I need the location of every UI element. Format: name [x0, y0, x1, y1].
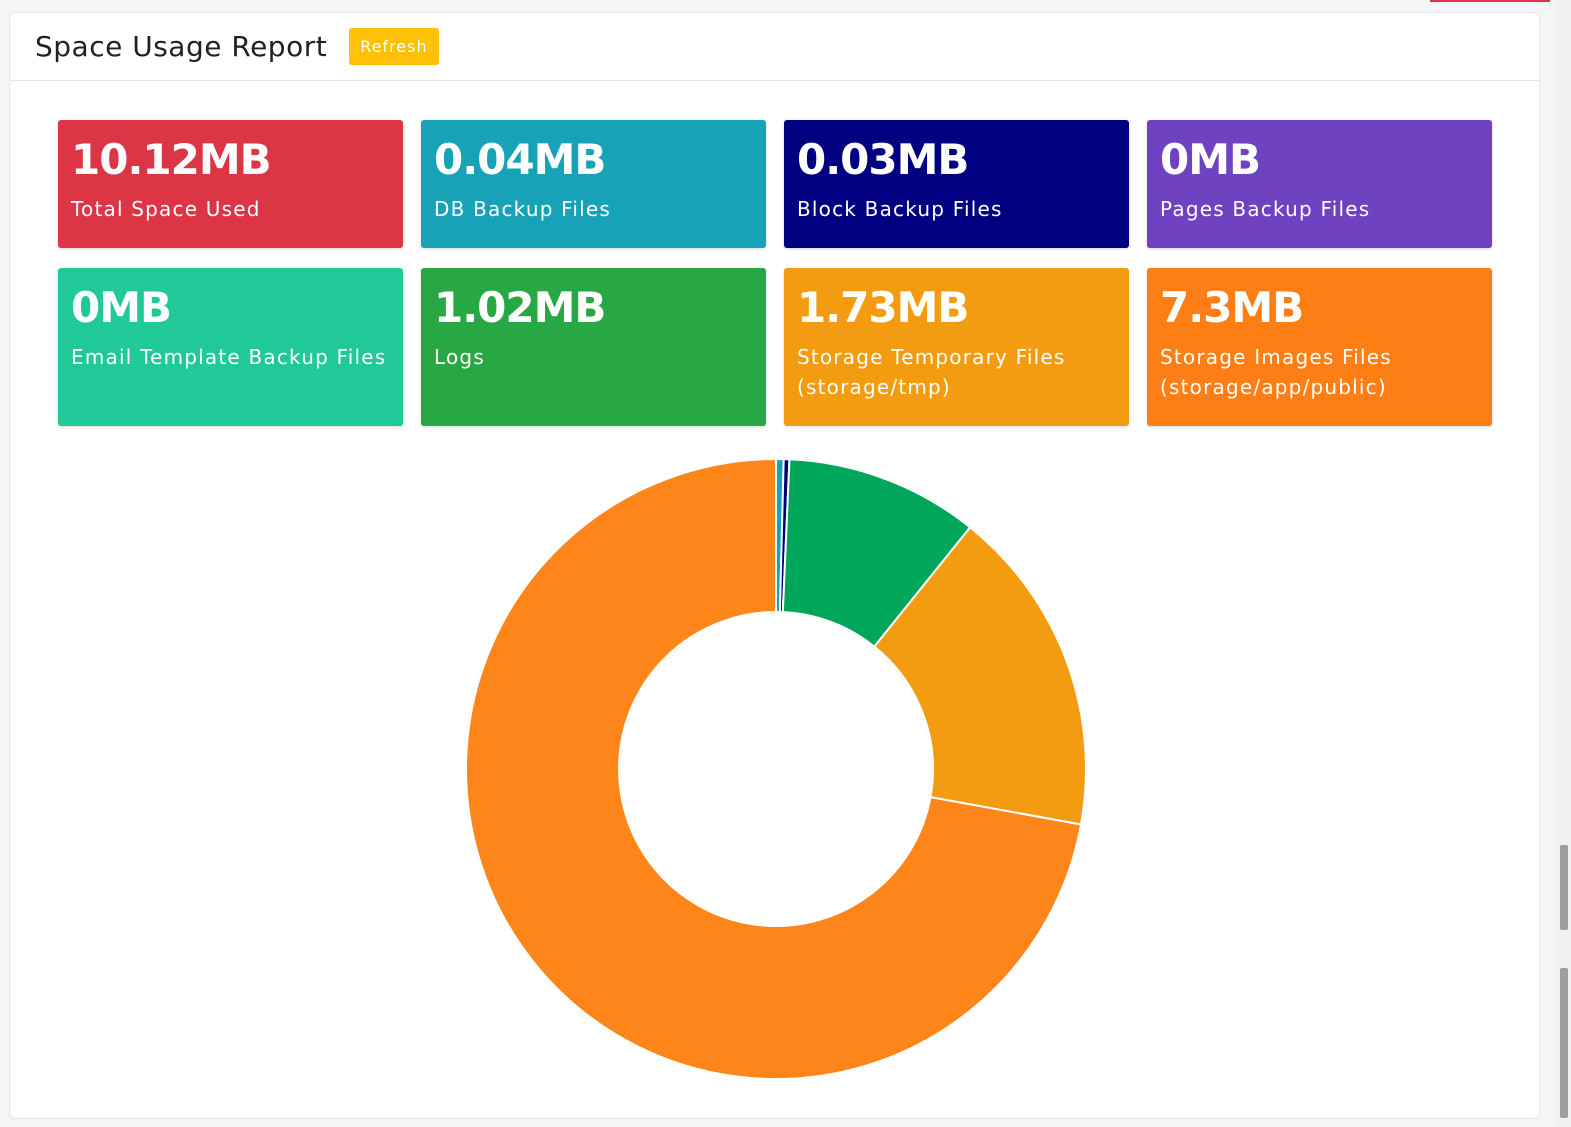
doughnut-slice-storage-temporary-files-storage-tmp[interactable]: [872, 525, 1087, 826]
report-card: Space Usage Report Refresh 10.12MB Total…: [9, 12, 1540, 1119]
tile-storage-tmp: 1.73MB Storage Temporary Files (storage/…: [784, 268, 1129, 426]
tile-storage-images: 7.3MB Storage Images Files (storage/app/…: [1147, 268, 1492, 426]
tile-label: Logs: [434, 345, 485, 369]
tile-value: 0.03MB: [797, 135, 969, 184]
page-title: Space Usage Report: [35, 30, 328, 63]
refresh-button[interactable]: Refresh: [349, 28, 439, 65]
tile-label: Storage Temporary Files (storage/tmp): [797, 345, 1066, 399]
tile-label: Block Backup Files: [797, 197, 1003, 221]
tile-value: 1.73MB: [797, 283, 969, 332]
doughnut-slice-storage-images-files-storage-app-public[interactable]: [465, 457, 1083, 1080]
tile-label: Email Template Backup Files: [71, 345, 387, 369]
tile-label: Pages Backup Files: [1160, 197, 1371, 221]
tile-email-template-backup: 0MB Email Template Backup Files: [58, 268, 403, 426]
tile-label: Storage Images Files (storage/app/public…: [1160, 345, 1392, 399]
doughnut-chart-svg: [465, 457, 1087, 1080]
tile-value: 0MB: [1160, 135, 1261, 184]
card-header: Space Usage Report Refresh: [10, 13, 1539, 81]
tile-value: 10.12MB: [71, 135, 272, 184]
tile-pages-backup: 0MB Pages Backup Files: [1147, 120, 1492, 248]
tile-value: 7.3MB: [1160, 283, 1304, 332]
scrollbar-thumb-lower[interactable]: [1560, 968, 1568, 1118]
tile-logs: 1.02MB Logs: [421, 268, 766, 426]
tile-value: 1.02MB: [434, 283, 606, 332]
stat-tiles: 10.12MB Total Space Used 0.04MB DB Backu…: [58, 120, 1492, 426]
doughnut-chart: [465, 457, 1087, 1080]
tile-db-backup: 0.04MB DB Backup Files: [421, 120, 766, 248]
page-scrollbar[interactable]: [1557, 0, 1571, 1127]
tile-label: Total Space Used: [71, 197, 261, 221]
tile-value: 0MB: [71, 283, 172, 332]
tile-value: 0.04MB: [434, 135, 606, 184]
tile-total-space: 10.12MB Total Space Used: [58, 120, 403, 248]
scrollbar-thumb[interactable]: [1560, 845, 1568, 930]
tile-label: DB Backup Files: [434, 197, 612, 221]
tile-block-backup: 0.03MB Block Backup Files: [784, 120, 1129, 248]
top-accent-bar: [1430, 0, 1550, 2]
